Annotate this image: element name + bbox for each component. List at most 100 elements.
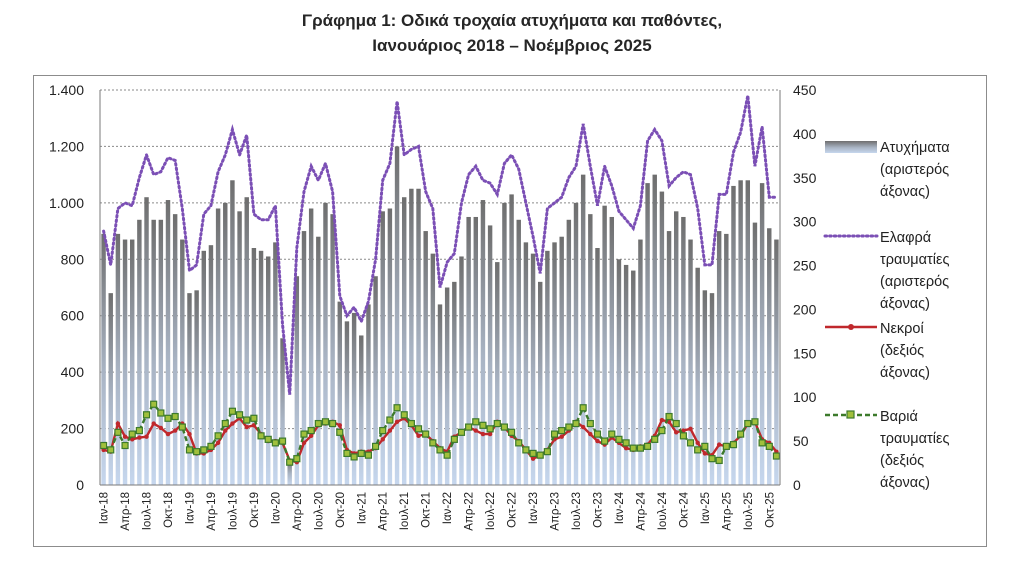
bar-accidents (129, 239, 135, 485)
bar-accidents (738, 180, 743, 486)
bar-accidents (223, 202, 228, 485)
bar-accidents (652, 174, 657, 485)
point-deaths (695, 440, 700, 446)
point-serious-injured (264, 435, 272, 443)
bar-accidents (452, 281, 457, 485)
bar-accidents (537, 281, 543, 485)
point-serious-injured (357, 449, 365, 457)
point-serious-injured (457, 428, 466, 436)
bar-accidents (602, 205, 607, 485)
point-serious-injured (751, 418, 759, 426)
point-serious-injured (715, 456, 723, 465)
bar-accidents (638, 239, 643, 485)
point-serious-injured (429, 439, 437, 447)
bar-accidents (409, 188, 414, 485)
bar-accidents (631, 270, 636, 485)
y-left-tick-label: 1.400 (49, 82, 84, 98)
point-serious-injured (364, 451, 373, 459)
bar-accidents (265, 256, 271, 485)
point-serious-injured (307, 426, 315, 435)
x-tick-label: Ιαν-25 (700, 492, 712, 524)
bar-accidents (330, 214, 335, 485)
point-serious-injured (643, 442, 652, 450)
point-serious-injured (737, 430, 745, 438)
bar-accidents (645, 183, 650, 485)
bar-accidents (423, 231, 428, 485)
point-serious-injured (701, 442, 709, 450)
point-serious-injured (243, 416, 251, 424)
bar-accidents (230, 180, 235, 486)
point-deaths (244, 424, 249, 430)
point-serious-injured (185, 446, 194, 454)
point-serious-injured (286, 458, 294, 466)
point-serious-injured (443, 451, 451, 459)
point-serious-injured (114, 428, 122, 436)
point-serious-injured (343, 449, 351, 457)
bar-accidents (280, 338, 285, 485)
point-serious-injured (529, 449, 537, 457)
x-tick-label: Ιουλ-20 (313, 492, 325, 530)
x-tick-label: Οκτ-21 (421, 492, 433, 528)
x-tick-label: Ιαν-23 (528, 492, 540, 524)
chart-frame (33, 75, 987, 547)
bar-accidents (767, 228, 772, 485)
point-serious-injured (622, 439, 630, 447)
bar-accidents (237, 211, 242, 486)
x-tick-label: Ιαν-21 (356, 492, 368, 524)
point-serious-injured (772, 452, 781, 460)
x-tick-label: Απρ-20 (292, 492, 304, 531)
bar-accidents (473, 216, 479, 485)
bar-accidents (115, 233, 121, 485)
point-serious-injured (257, 432, 265, 440)
bar-accidents (459, 256, 464, 485)
x-tick-label: Ιαν-19 (184, 492, 196, 524)
point-serious-injured (407, 419, 415, 428)
point-deaths (308, 433, 314, 439)
bar-accidents (323, 202, 328, 485)
point-serious-injured (636, 444, 645, 452)
point-serious-injured (722, 442, 730, 450)
point-serious-injured (472, 418, 480, 426)
bar-accidents (659, 191, 665, 486)
point-serious-injured (493, 419, 501, 428)
bar-accidents (215, 208, 221, 485)
bar-accidents (759, 183, 765, 485)
point-serious-injured (543, 448, 551, 456)
bar-accidents (158, 219, 164, 486)
bar-accidents (523, 242, 529, 485)
bar-accidents (394, 146, 400, 485)
point-serious-injured (228, 407, 237, 415)
point-serious-injured (758, 439, 766, 447)
bar-accidents (172, 214, 178, 485)
bar-accidents (308, 208, 314, 485)
y-right-tick-label: 350 (793, 170, 817, 186)
bar-accidents (580, 174, 586, 485)
point-deaths (380, 437, 385, 442)
bar-accidents (595, 248, 600, 485)
y-left-tick-label: 200 (61, 421, 85, 437)
point-serious-injured (579, 404, 587, 412)
bar-accidents (416, 188, 421, 485)
bar-accidents (588, 214, 593, 485)
bar-accidents (709, 293, 715, 485)
y-right-tick-label: 0 (793, 477, 801, 493)
bar-accidents (609, 216, 615, 485)
x-tick-label: Οκτ-19 (249, 492, 261, 528)
bar-accidents (387, 208, 393, 485)
point-deaths (187, 431, 192, 437)
point-deaths (487, 431, 493, 437)
x-tick-label: Οκτ-18 (163, 492, 175, 528)
y-right-tick-label: 300 (793, 214, 817, 230)
bar-accidents (623, 264, 629, 485)
bar-accidents (502, 202, 507, 485)
series-lines (99, 95, 781, 466)
point-serious-injured (593, 430, 602, 438)
bar-accidents (566, 219, 572, 486)
bar-accidents (530, 253, 536, 485)
bar-accidents (122, 239, 128, 485)
point-deaths (588, 431, 593, 437)
point-serious-injured (336, 428, 344, 436)
bar-accidents (337, 301, 343, 485)
point-serious-injured (300, 430, 308, 438)
